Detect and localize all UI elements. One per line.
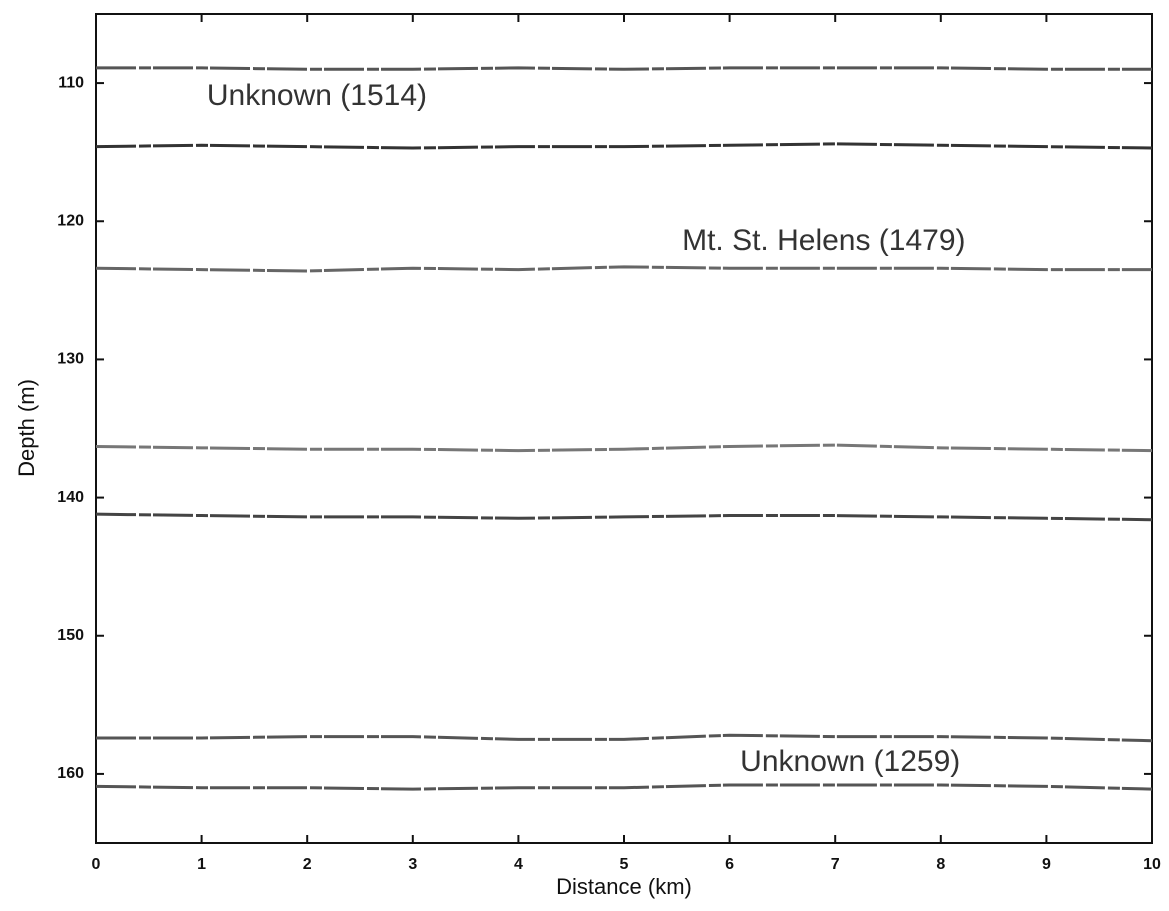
layer-line [96,733,1153,743]
x-tick-label: 6 [725,856,734,873]
x-tick-label: 7 [831,856,840,873]
y-tick-label: 120 [57,212,84,229]
x-axis-title: Distance (km) [556,874,692,899]
annotation: Unknown (1514) [207,79,427,112]
y-tick-label: 160 [57,765,84,782]
layer-line [95,443,1153,453]
x-tick-label: 5 [620,856,629,873]
y-tick-label: 130 [57,351,84,368]
y-axis-title: Depth (m) [14,379,39,477]
x-tick-label: 4 [514,856,523,873]
x-tick-label: 9 [1042,856,1051,873]
annotation: Unknown (1259) [740,745,960,778]
layer-line [95,142,1153,150]
layer-line [96,66,1152,71]
plot-frame [95,13,1153,844]
x-tick-label: 2 [303,856,312,873]
x-tick-label: 3 [408,856,417,873]
layer-line [95,512,1153,522]
y-tick-label: 150 [57,627,84,644]
x-tick-label: 10 [1143,856,1161,873]
y-tick-label: 140 [57,489,84,506]
layer-line [95,265,1152,273]
layer-line [95,783,1153,791]
x-tick-label: 1 [197,856,206,873]
annotation: Mt. St. Helens (1479) [682,224,965,257]
x-tick-label: 8 [936,856,945,873]
y-tick-label: 110 [58,74,84,91]
x-tick-label: 0 [92,856,101,873]
